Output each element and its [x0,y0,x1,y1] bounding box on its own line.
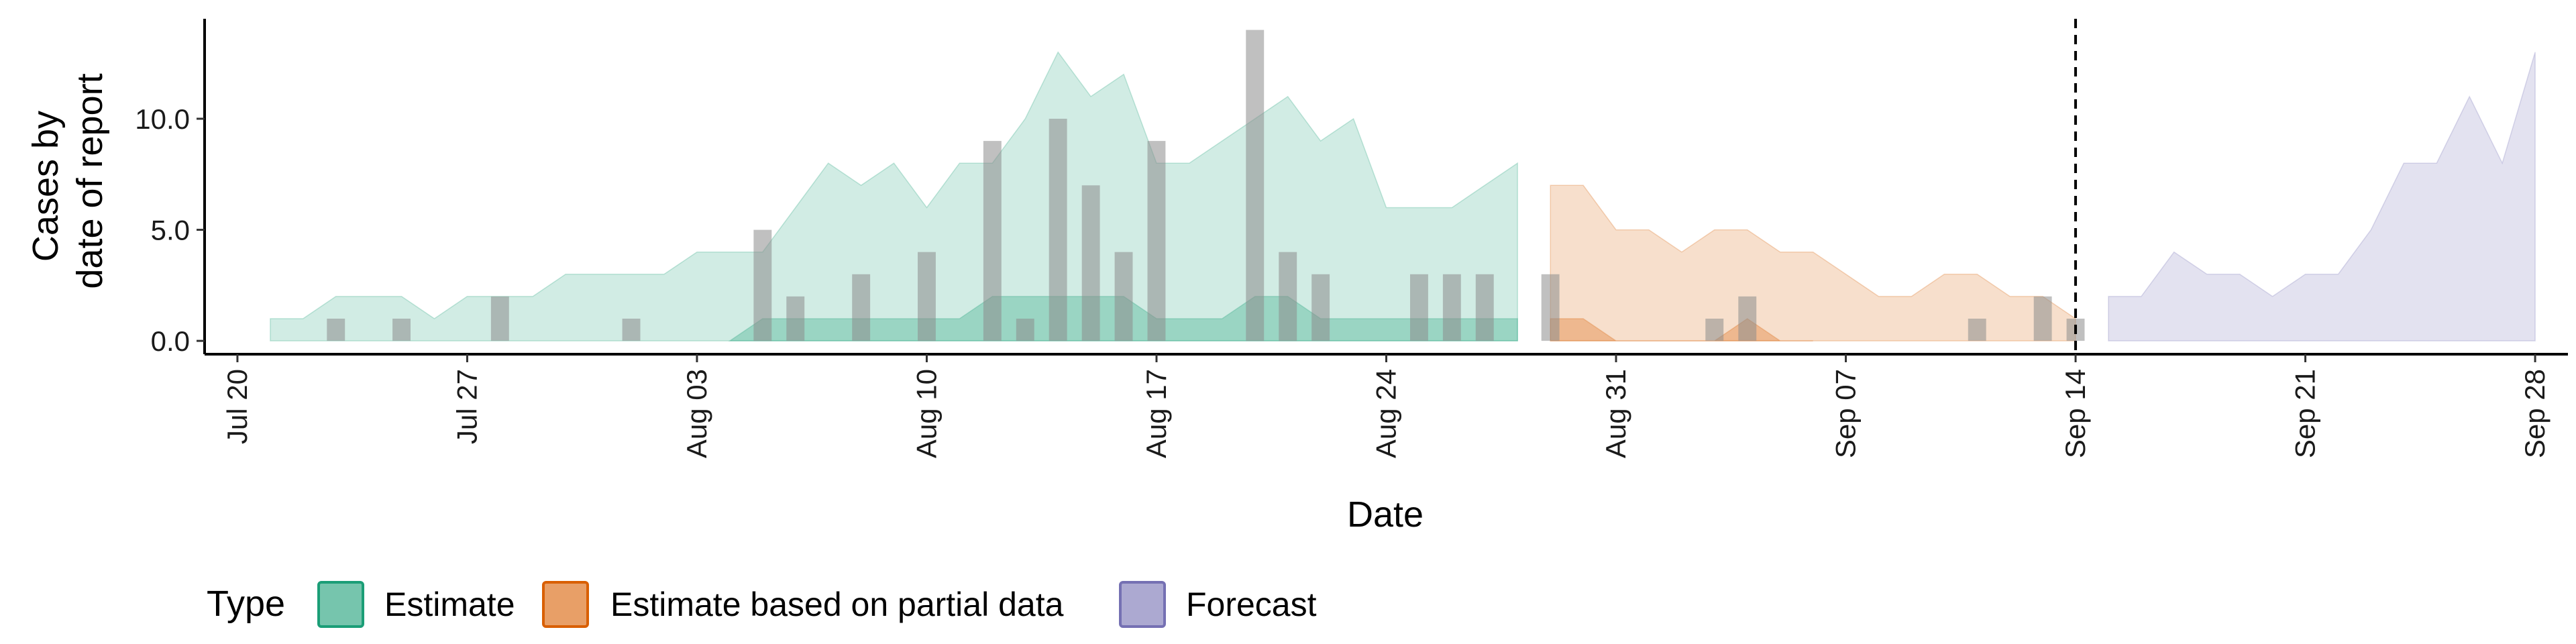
legend-label-2: Forecast [1186,586,1317,623]
bar-2020-08-01 [622,319,641,341]
bar-2020-08-15 [1081,185,1100,341]
bar-2020-08-17 [1147,141,1166,341]
legend-key-2 [1119,581,1166,628]
legend-key-0 [317,581,364,628]
y-tick-label-2: 10.0 [135,103,190,135]
legend: Type Estimate Estimate based on partial d… [207,581,1317,628]
x-axis-title: Date [1347,494,1424,535]
bar-2020-08-27 [1475,274,1494,341]
y-tick-label-1: 5.0 [151,215,190,246]
x-tick-label-10: Sep 28 [2519,369,2551,458]
ribbons-layer [270,51,2536,341]
bar-2020-08-20 [1246,30,1265,341]
legend-title: Type [207,584,285,624]
bar-2020-08-26 [1442,274,1461,341]
bar-2020-08-21 [1279,252,1297,341]
x-tick-label-6: Aug 31 [1600,369,1631,458]
bar-2020-08-06 [786,296,805,341]
bar-2020-07-28 [490,296,509,341]
y-axis-title: Cases by date of report [25,73,110,288]
bar-2020-08-10 [918,252,936,341]
legend-label-1: Estimate based on partial data [610,586,1064,623]
x-tick-label-1: Jul 27 [451,369,482,444]
bar-2020-08-14 [1049,119,1067,341]
bar-2020-08-25 [1410,274,1428,341]
bar-2020-08-22 [1311,274,1330,341]
x-tick-label-2: Aug 03 [681,369,712,458]
bars-layer [327,30,2085,341]
bar-2020-08-08 [852,274,871,341]
bar-2020-08-13 [1016,319,1034,341]
y-axis-title-line-1: Cases by [25,111,66,262]
bar-2020-08-12 [983,141,1002,341]
bar-2020-08-29 [1541,274,1560,341]
bar-2020-09-11 [1968,319,1986,341]
ribbon-2-outer [2108,52,2536,341]
bar-2020-09-04 [1738,296,1757,341]
x-tick-label-5: Aug 24 [1371,369,1402,458]
x-tick-label-9: Sep 21 [2290,369,2321,458]
bar-2020-09-13 [2033,296,2052,341]
ribbon-0-outer [270,51,1518,341]
bar-2020-08-05 [753,229,772,341]
x-tick-label-4: Aug 17 [1140,369,1172,458]
x-tick-label-3: Aug 10 [910,369,942,458]
ribbon-1-outer [1550,184,2076,341]
y-axis-title-line-2: date of report [70,73,110,288]
x-tick-label-7: Sep 07 [1830,369,1862,458]
y-tick-label-0: 0.0 [151,325,190,357]
bar-2020-09-03 [1705,319,1724,341]
x-tick-label-0: Jul 20 [221,369,253,444]
x-tick-label-8: Sep 14 [2059,369,2091,458]
bar-2020-07-25 [392,319,411,341]
legend-key-1 [542,581,589,628]
axes-layer: 0.0 5.0 10.0 Jul 20 Jul 27 Aug 03 Aug 10 Aug 17… [135,19,2568,458]
legend-label-0: Estimate [384,586,515,623]
bar-2020-08-16 [1114,252,1133,341]
bar-2020-07-23 [327,319,345,341]
